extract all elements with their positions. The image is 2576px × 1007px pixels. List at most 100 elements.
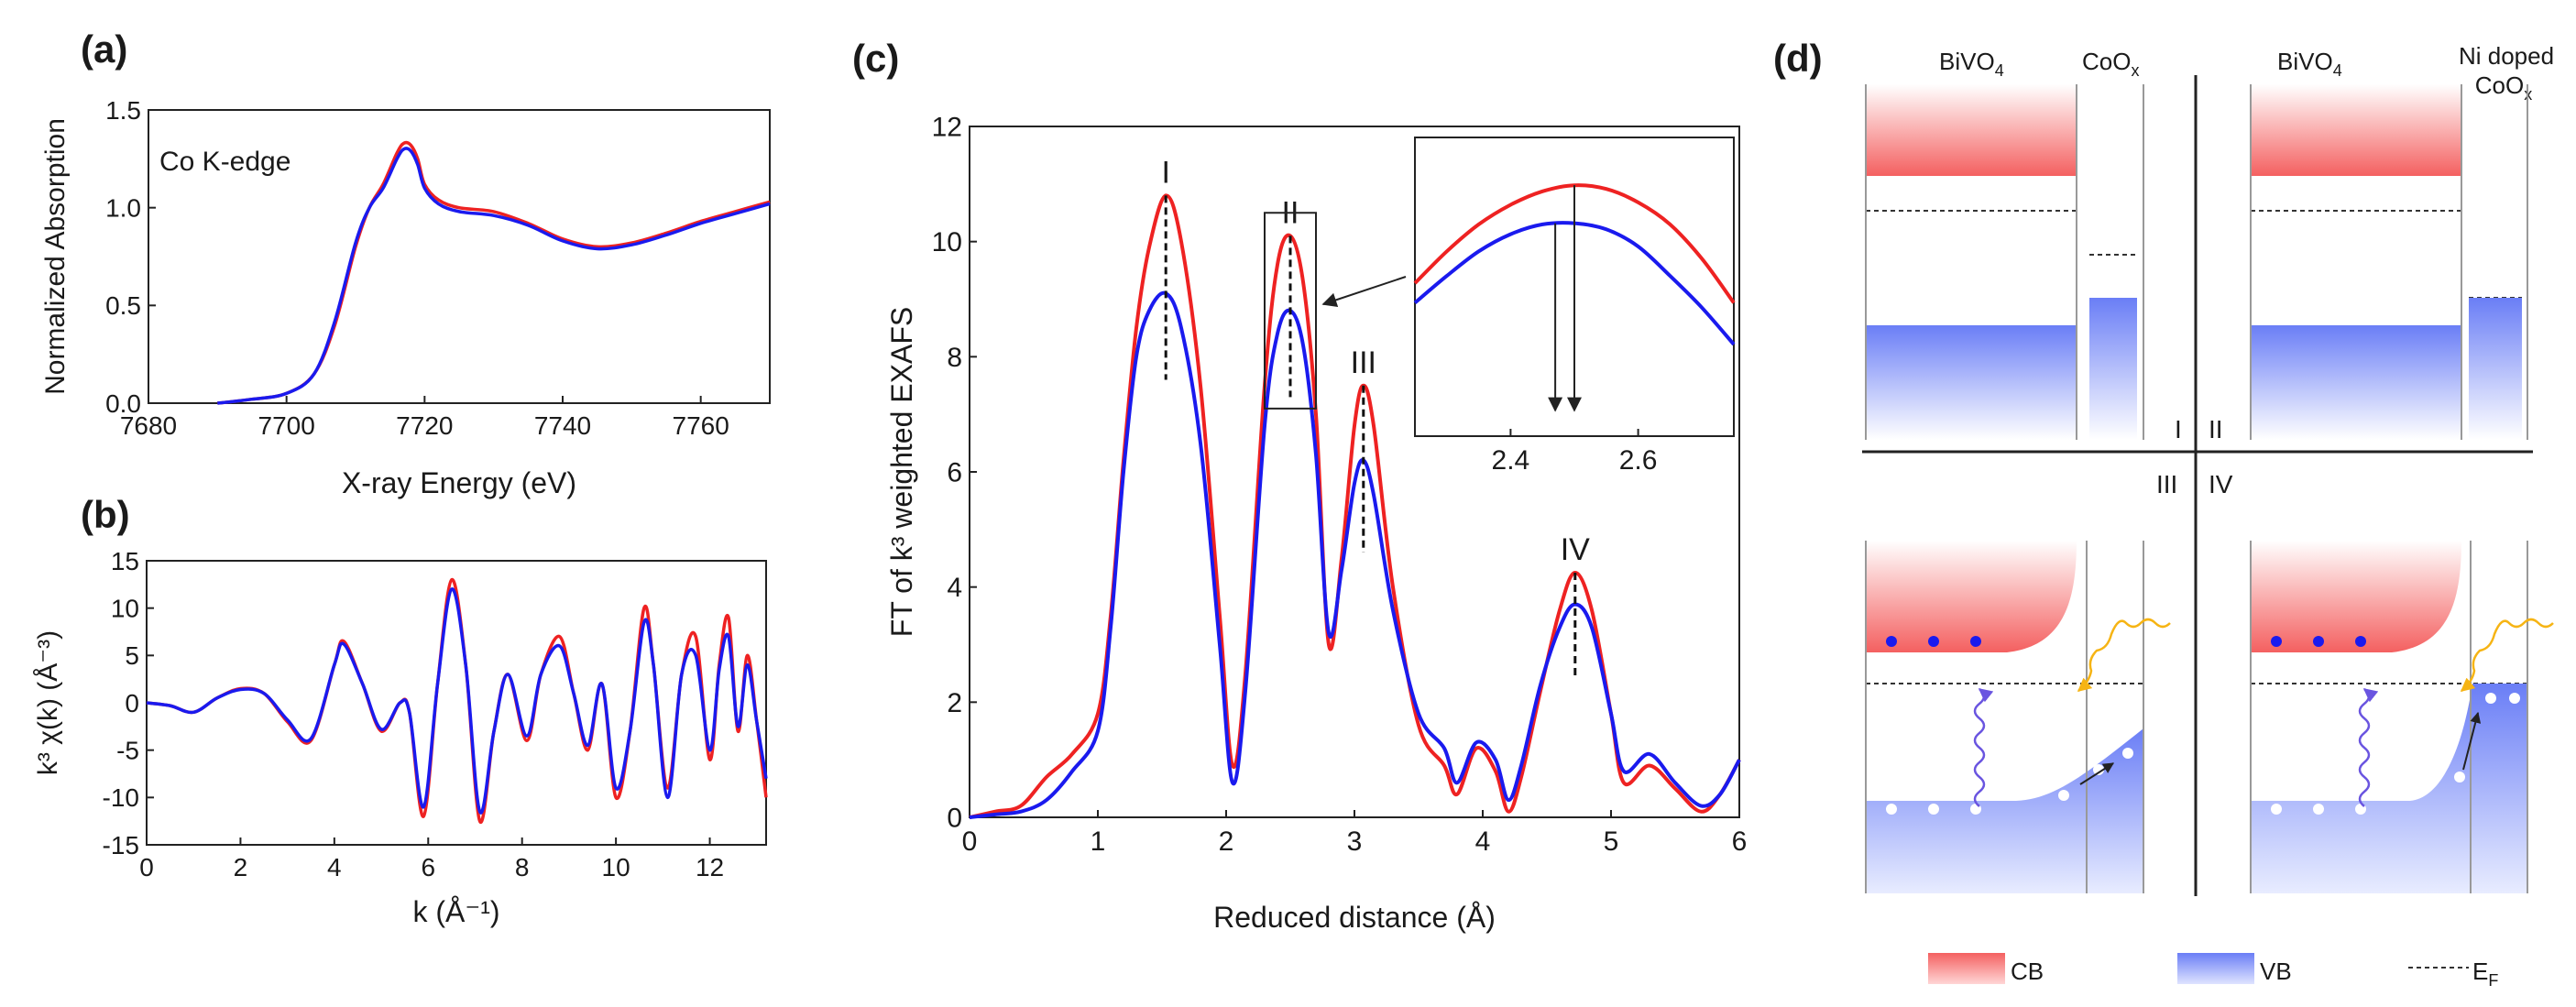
q3-hole xyxy=(2122,748,2133,759)
chart-a-frame xyxy=(148,109,771,404)
chart-a-ylabel: Normalized Absorption xyxy=(40,118,71,395)
chart-a-xlabel: X-ray Energy (eV) xyxy=(342,466,576,499)
q3-vb-bent xyxy=(1866,728,2143,893)
x-tick-label: 5 xyxy=(1604,826,1619,857)
q4-cb-bent xyxy=(2251,541,2461,652)
q3-hole xyxy=(2058,790,2069,801)
quadrant-3 xyxy=(1865,541,2171,893)
q3-electron xyxy=(1970,636,1981,647)
band-legend: CB VB EF xyxy=(1928,953,2498,990)
coox-label: CoOx xyxy=(2082,48,2139,80)
legend-vb-swatch xyxy=(2177,953,2254,984)
x-tick-label: 8 xyxy=(515,853,530,881)
quadrant-2 xyxy=(2250,84,2528,440)
series-line-blue xyxy=(146,587,768,815)
inset-x-tick-label: 2.6 xyxy=(1619,445,1658,476)
x-tick-label: 0 xyxy=(139,853,154,881)
q4-recombination-arrow xyxy=(2358,688,2379,807)
q3-hole xyxy=(2093,764,2104,775)
bivo4-label-left: BiVO4 xyxy=(1939,48,2004,80)
q4-electron xyxy=(2355,636,2366,647)
quadrant-4 xyxy=(2250,541,2554,893)
q3-hole-transfer-arrow xyxy=(2079,762,2115,785)
q4-hole xyxy=(2485,693,2496,704)
peak-label: III xyxy=(1351,345,1376,380)
y-tick-label: -15 xyxy=(103,831,139,859)
q1-bivo4-cb xyxy=(1866,84,2077,176)
q4-hole xyxy=(2454,772,2465,783)
q4-hole xyxy=(2509,693,2520,704)
chart-c-ylabel: FT of k³ weighted EXAFS xyxy=(885,307,918,637)
chart-b: 0 2 4 6 8 10 12 -15 -10 -5 0 5 10 15 k (Å⁻¹) k³ χ(k) (Å… xyxy=(33,547,768,928)
bivo4-label-right: BiVO4 xyxy=(2277,48,2342,80)
ni-doped-coox-label: CoOx xyxy=(2475,71,2532,104)
x-tick-label: 6 xyxy=(1732,826,1748,857)
x-tick-label: 7700 xyxy=(258,411,315,440)
y-tick-label: 10 xyxy=(111,594,139,622)
x-tick-label: 7740 xyxy=(534,411,591,440)
x-tick-label: 12 xyxy=(696,853,724,881)
chart-c-xlabel: Reduced distance (Å) xyxy=(1213,901,1496,934)
y-tick-label: 6 xyxy=(947,458,962,488)
quadrant-label-2: II xyxy=(2209,415,2223,443)
y-tick-label: 4 xyxy=(947,573,962,603)
y-tick-label: 15 xyxy=(111,547,139,575)
chart-a: 7680 7700 7720 7740 7760 0.0 0.5 1.0 1.5 Co K-edg… xyxy=(40,96,771,499)
x-tick-label: 7720 xyxy=(396,411,453,440)
legend-vb-label: VB xyxy=(2260,958,2292,985)
inset-x-tick-label: 2.4 xyxy=(1492,445,1530,476)
x-tick-label: 0 xyxy=(962,826,978,857)
y-tick-label: 2 xyxy=(947,688,962,718)
panel-label-c: (c) xyxy=(852,37,899,80)
x-tick-label: 3 xyxy=(1347,826,1363,857)
q4-hole xyxy=(2313,804,2324,815)
y-tick-label: 0.5 xyxy=(105,291,141,320)
y-tick-label: 0.0 xyxy=(105,389,141,418)
chart-c-inset: 2.4 2.6 xyxy=(1413,137,1736,476)
q3-recombination-arrow xyxy=(1973,688,1994,807)
q4-vb-bent xyxy=(2251,684,2527,893)
x-tick-label: 6 xyxy=(421,853,435,881)
series-line-blue xyxy=(969,290,1741,819)
x-tick-label: 7760 xyxy=(673,411,729,440)
series-line-red xyxy=(146,577,768,825)
y-tick-label: 0 xyxy=(947,804,962,834)
quadrant-label-4: IV xyxy=(2209,470,2233,498)
peak-label: I xyxy=(1161,155,1169,190)
zoom-arrow xyxy=(1321,276,1407,308)
q3-cb-bent xyxy=(1866,541,2077,652)
y-tick-label: 0 xyxy=(125,689,139,717)
x-tick-label: 7680 xyxy=(120,411,177,440)
q3-hole xyxy=(1928,804,1939,815)
q2-bivo4-vb xyxy=(2251,325,2461,440)
x-tick-label: 10 xyxy=(602,853,630,881)
y-tick-label: 5 xyxy=(125,641,139,670)
panel-label-a: (a) xyxy=(81,27,127,71)
x-tick-label: 4 xyxy=(327,853,342,881)
legend-ef-label: EF xyxy=(2472,958,2498,990)
q4-electron xyxy=(2271,636,2282,647)
y-tick-label: 8 xyxy=(947,343,962,373)
q4-hole-transfer-arrow xyxy=(2462,711,2482,771)
x-tick-label: 2 xyxy=(1219,826,1234,857)
zoom-box xyxy=(1264,212,1317,410)
q2-coox-vb xyxy=(2469,298,2522,440)
chart-b-ylabel: k³ χ(k) (Å⁻³) xyxy=(33,630,63,775)
y-tick-label: 12 xyxy=(932,113,962,143)
y-tick-label: 1.0 xyxy=(105,193,141,222)
panel-label-b: (b) xyxy=(81,493,130,536)
q2-bivo4-cb xyxy=(2251,84,2461,176)
q3-hole xyxy=(1886,804,1897,815)
y-tick-label: -5 xyxy=(116,736,139,764)
q3-electron xyxy=(1886,636,1897,647)
chart-a-title: Co K-edge xyxy=(159,147,290,177)
ni-doped-label: Ni doped xyxy=(2459,42,2554,70)
q1-bivo4-vb xyxy=(1866,325,2077,440)
legend-cb-swatch xyxy=(1928,953,2005,984)
q1-coox-vb xyxy=(2089,298,2137,440)
x-tick-label: 1 xyxy=(1091,826,1106,857)
q4-hole xyxy=(2271,804,2282,815)
x-tick-label: 2 xyxy=(234,853,248,881)
legend-cb-label: CB xyxy=(2011,958,2044,985)
